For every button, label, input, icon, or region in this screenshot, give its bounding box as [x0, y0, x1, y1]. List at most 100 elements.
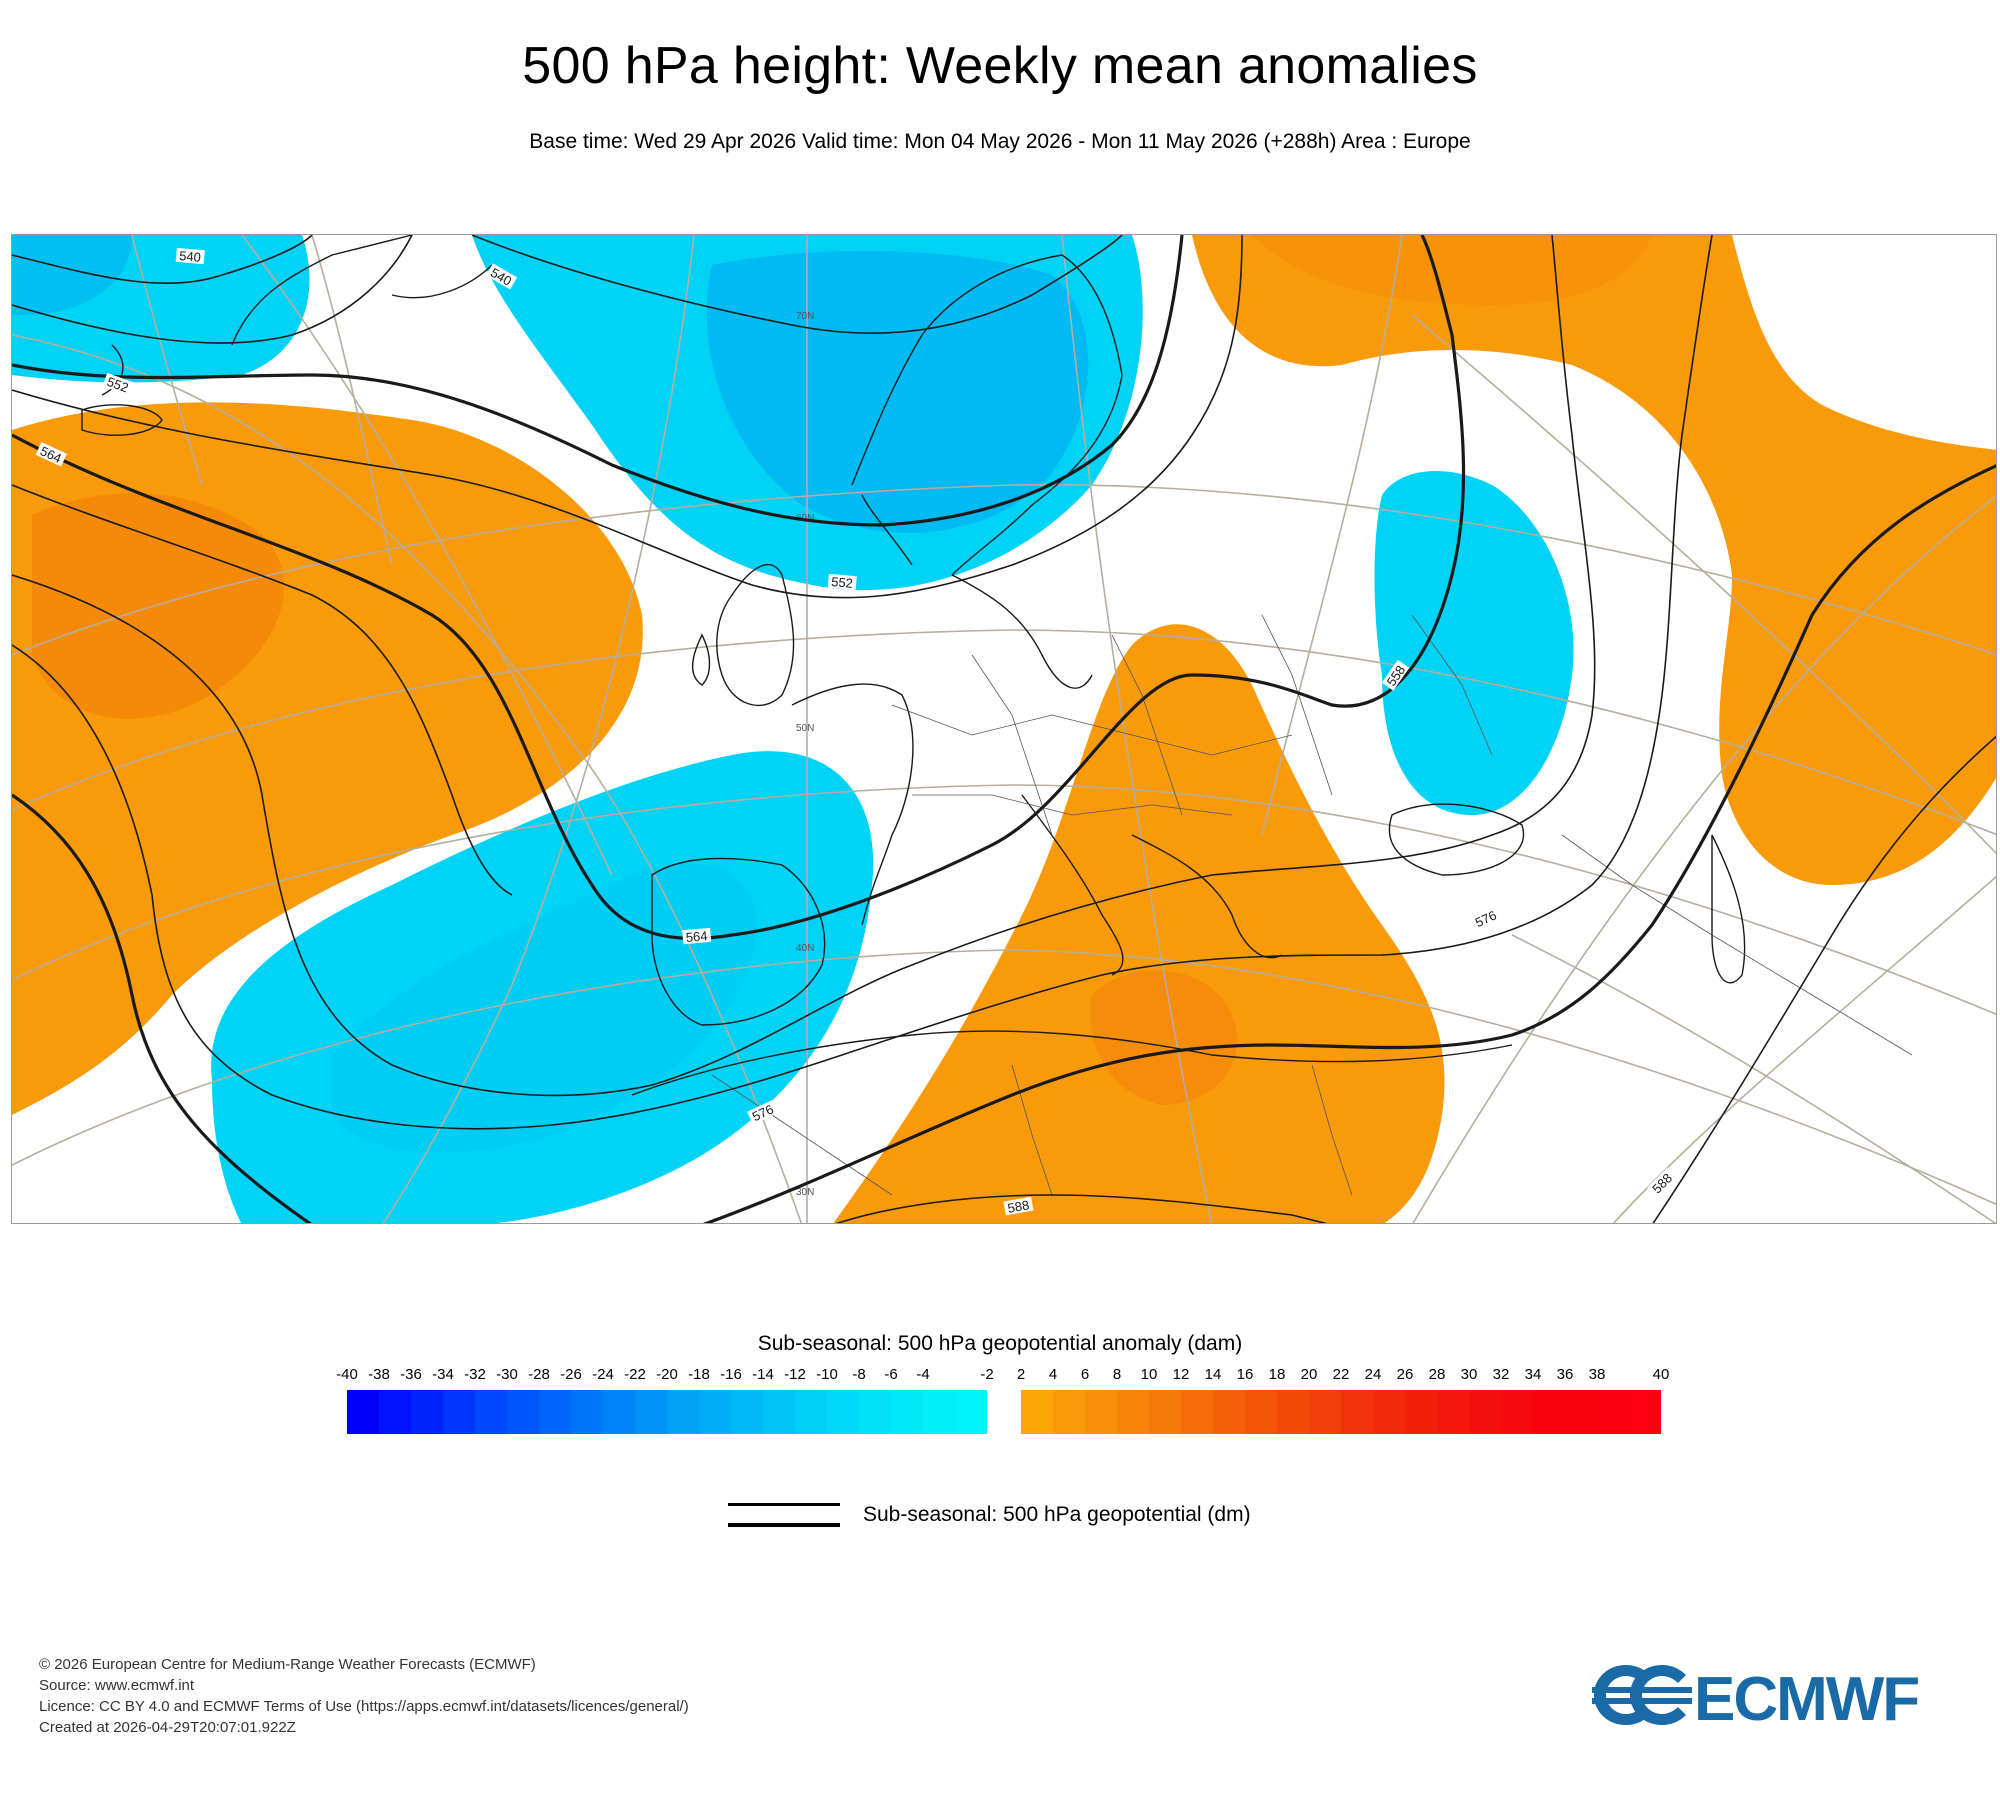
iceland-outline	[81, 404, 163, 436]
colorbar-swatch-negative	[859, 1390, 891, 1434]
colorbar-swatch-positive	[1341, 1390, 1373, 1434]
colorbar-swatch-negative	[699, 1390, 731, 1434]
colorbar-tick-label: 24	[1364, 1366, 1382, 1383]
colorbar-swatch-negative	[443, 1390, 475, 1434]
colorbar-tick-label: 34	[1524, 1366, 1542, 1383]
colorbar-tick-label: -34	[432, 1366, 454, 1383]
contour-564-thick	[12, 235, 1466, 941]
footer-licence: Licence: CC BY 4.0 and ECMWF Terms of Us…	[39, 1698, 689, 1715]
colorbar-tick-label: 12	[1172, 1366, 1190, 1383]
anomaly-negative-scandinavia-core	[706, 251, 1089, 533]
colorbar-tick-label: -8	[852, 1366, 866, 1383]
colorbar-tick-label: -32	[464, 1366, 486, 1383]
colorbar-swatch-positive	[1245, 1390, 1277, 1434]
colorbar-swatch-positive	[1181, 1390, 1213, 1434]
map-canvas: 70N 60N 50N 40N 30N	[12, 235, 1996, 1223]
lat-label-70n: 70N	[796, 311, 814, 322]
colorbar-tick-label: -2	[980, 1366, 994, 1383]
black-sea-outline	[1388, 803, 1525, 876]
colorbar-swatch-positive	[1053, 1390, 1085, 1434]
colorbar-tick-label: 26	[1396, 1366, 1414, 1383]
anomaly-positive-mediterranean-core	[1090, 970, 1238, 1105]
colorbar-swatch-negative	[603, 1390, 635, 1434]
colorbar-tick-label: 36	[1556, 1366, 1574, 1383]
contour-564-west	[12, 484, 513, 896]
contour-540-north	[471, 235, 1123, 334]
caspian-outline	[1711, 834, 1746, 984]
footer-source: Source: www.ecmwf.int	[39, 1677, 195, 1694]
contour-label-552-b: 552	[831, 574, 854, 591]
greenland-outline	[101, 235, 493, 396]
anomaly-positive-northeast-core	[1252, 235, 1652, 305]
colorbar-swatch-positive	[1437, 1390, 1469, 1434]
anomaly-positive-atlantic-core	[32, 493, 285, 719]
colorbar-swatch-positive	[1373, 1390, 1405, 1434]
colorbar-swatch-negative	[539, 1390, 571, 1434]
contour-582-thick	[12, 793, 312, 1223]
colorbar-swatch-positive	[1277, 1390, 1309, 1434]
colorbar-swatch-positive	[1309, 1390, 1341, 1434]
colorbar-tick-label: 14	[1204, 1366, 1222, 1383]
colorbar-tick-label: 40	[1652, 1366, 1670, 1383]
lat-label-40n: 40N	[796, 943, 814, 954]
anomaly-positive-northeast	[1192, 235, 1996, 885]
ecmwf-logo-mark: ECMWF	[1592, 1665, 1920, 1734]
footer-copyright: © 2026 European Centre for Medium-Range …	[39, 1656, 536, 1673]
legend-line-thin	[728, 1503, 840, 1506]
contour-588-east	[1652, 735, 1996, 1223]
colorbar-tick-label: 18	[1268, 1366, 1286, 1383]
colorbar-tick-label: 4	[1048, 1366, 1058, 1383]
colorbar-tick-label: -26	[560, 1366, 582, 1383]
colorbar-tick-label: 30	[1460, 1366, 1478, 1383]
colorbar-tick-label: -22	[624, 1366, 646, 1383]
chart-subtitle: Base time: Wed 29 Apr 2026 Valid time: M…	[529, 130, 1471, 153]
colorbar-tick-label: -20	[656, 1366, 678, 1383]
colorbar-tick-label: -10	[816, 1366, 838, 1383]
contour-570	[12, 235, 1596, 1097]
colorbar-swatch-negative	[923, 1390, 955, 1434]
colorbar-swatch-positive	[1597, 1390, 1629, 1434]
colorbar-tick-label: -24	[592, 1366, 614, 1383]
ecmwf-logo[interactable]: ECMWF	[1592, 1660, 1972, 1734]
colorbar-tick-label: -14	[752, 1366, 774, 1383]
colorbar-swatch-positive	[1565, 1390, 1597, 1434]
colorbar-tick-label: -28	[528, 1366, 550, 1383]
colorbar-swatch-negative	[763, 1390, 795, 1434]
colorbar-tick-label: -18	[688, 1366, 710, 1383]
anomaly-map[interactable]: 70N 60N 50N 40N 30N	[11, 234, 1997, 1224]
colorbar-title: Sub-seasonal: 500 hPa geopotential anoma…	[757, 1332, 1243, 1355]
colorbar-swatch-negative	[507, 1390, 539, 1434]
colorbar-swatch-positive	[1085, 1390, 1117, 1434]
colorbar-swatch-negative	[955, 1390, 987, 1434]
contour-588	[835, 1194, 1328, 1223]
western-europe-outline	[791, 683, 914, 926]
colorbar-swatch-positive	[1021, 1390, 1053, 1434]
colorbar-tick-label: -30	[496, 1366, 518, 1383]
colorbar-swatch-negative	[635, 1390, 667, 1434]
chart-title: 500 hPa height: Weekly mean anomalies	[522, 37, 1478, 95]
anomaly-negative-greenland-core	[12, 235, 132, 315]
legend-label: Sub-seasonal: 500 hPa geopotential (dm)	[863, 1503, 1251, 1526]
contour-label-564-b: 564	[685, 928, 708, 945]
lat-label-30n: 30N	[796, 1187, 814, 1198]
colorbar-swatch-negative	[795, 1390, 827, 1434]
colorbar-swatch-negative	[571, 1390, 603, 1434]
colorbar-tick-label: -16	[720, 1366, 742, 1383]
colorbar-swatch-negative	[347, 1390, 379, 1434]
footer-created: Created at 2026-04-29T20:07:01.922Z	[39, 1719, 296, 1736]
colorbar-tick-label: -4	[916, 1366, 930, 1383]
colorbar-tick-label: 2	[1016, 1366, 1026, 1383]
colorbar-tick-label: 10	[1140, 1366, 1158, 1383]
contour-546-west	[12, 235, 413, 344]
colorbar-swatch-positive	[1117, 1390, 1149, 1434]
italy-outline	[1021, 794, 1124, 976]
coastlines	[81, 235, 1746, 1096]
colorbar-tick-label: 8	[1112, 1366, 1122, 1383]
british-isles-outline	[691, 563, 795, 706]
colorbar-tick-label: 38	[1588, 1366, 1606, 1383]
legend-line-thick	[728, 1523, 840, 1527]
colorbar-tick-label: 28	[1428, 1366, 1446, 1383]
contour-582-east	[702, 464, 1996, 1223]
colorbar-tick-label: 6	[1080, 1366, 1090, 1383]
country-borders	[711, 614, 1913, 1196]
